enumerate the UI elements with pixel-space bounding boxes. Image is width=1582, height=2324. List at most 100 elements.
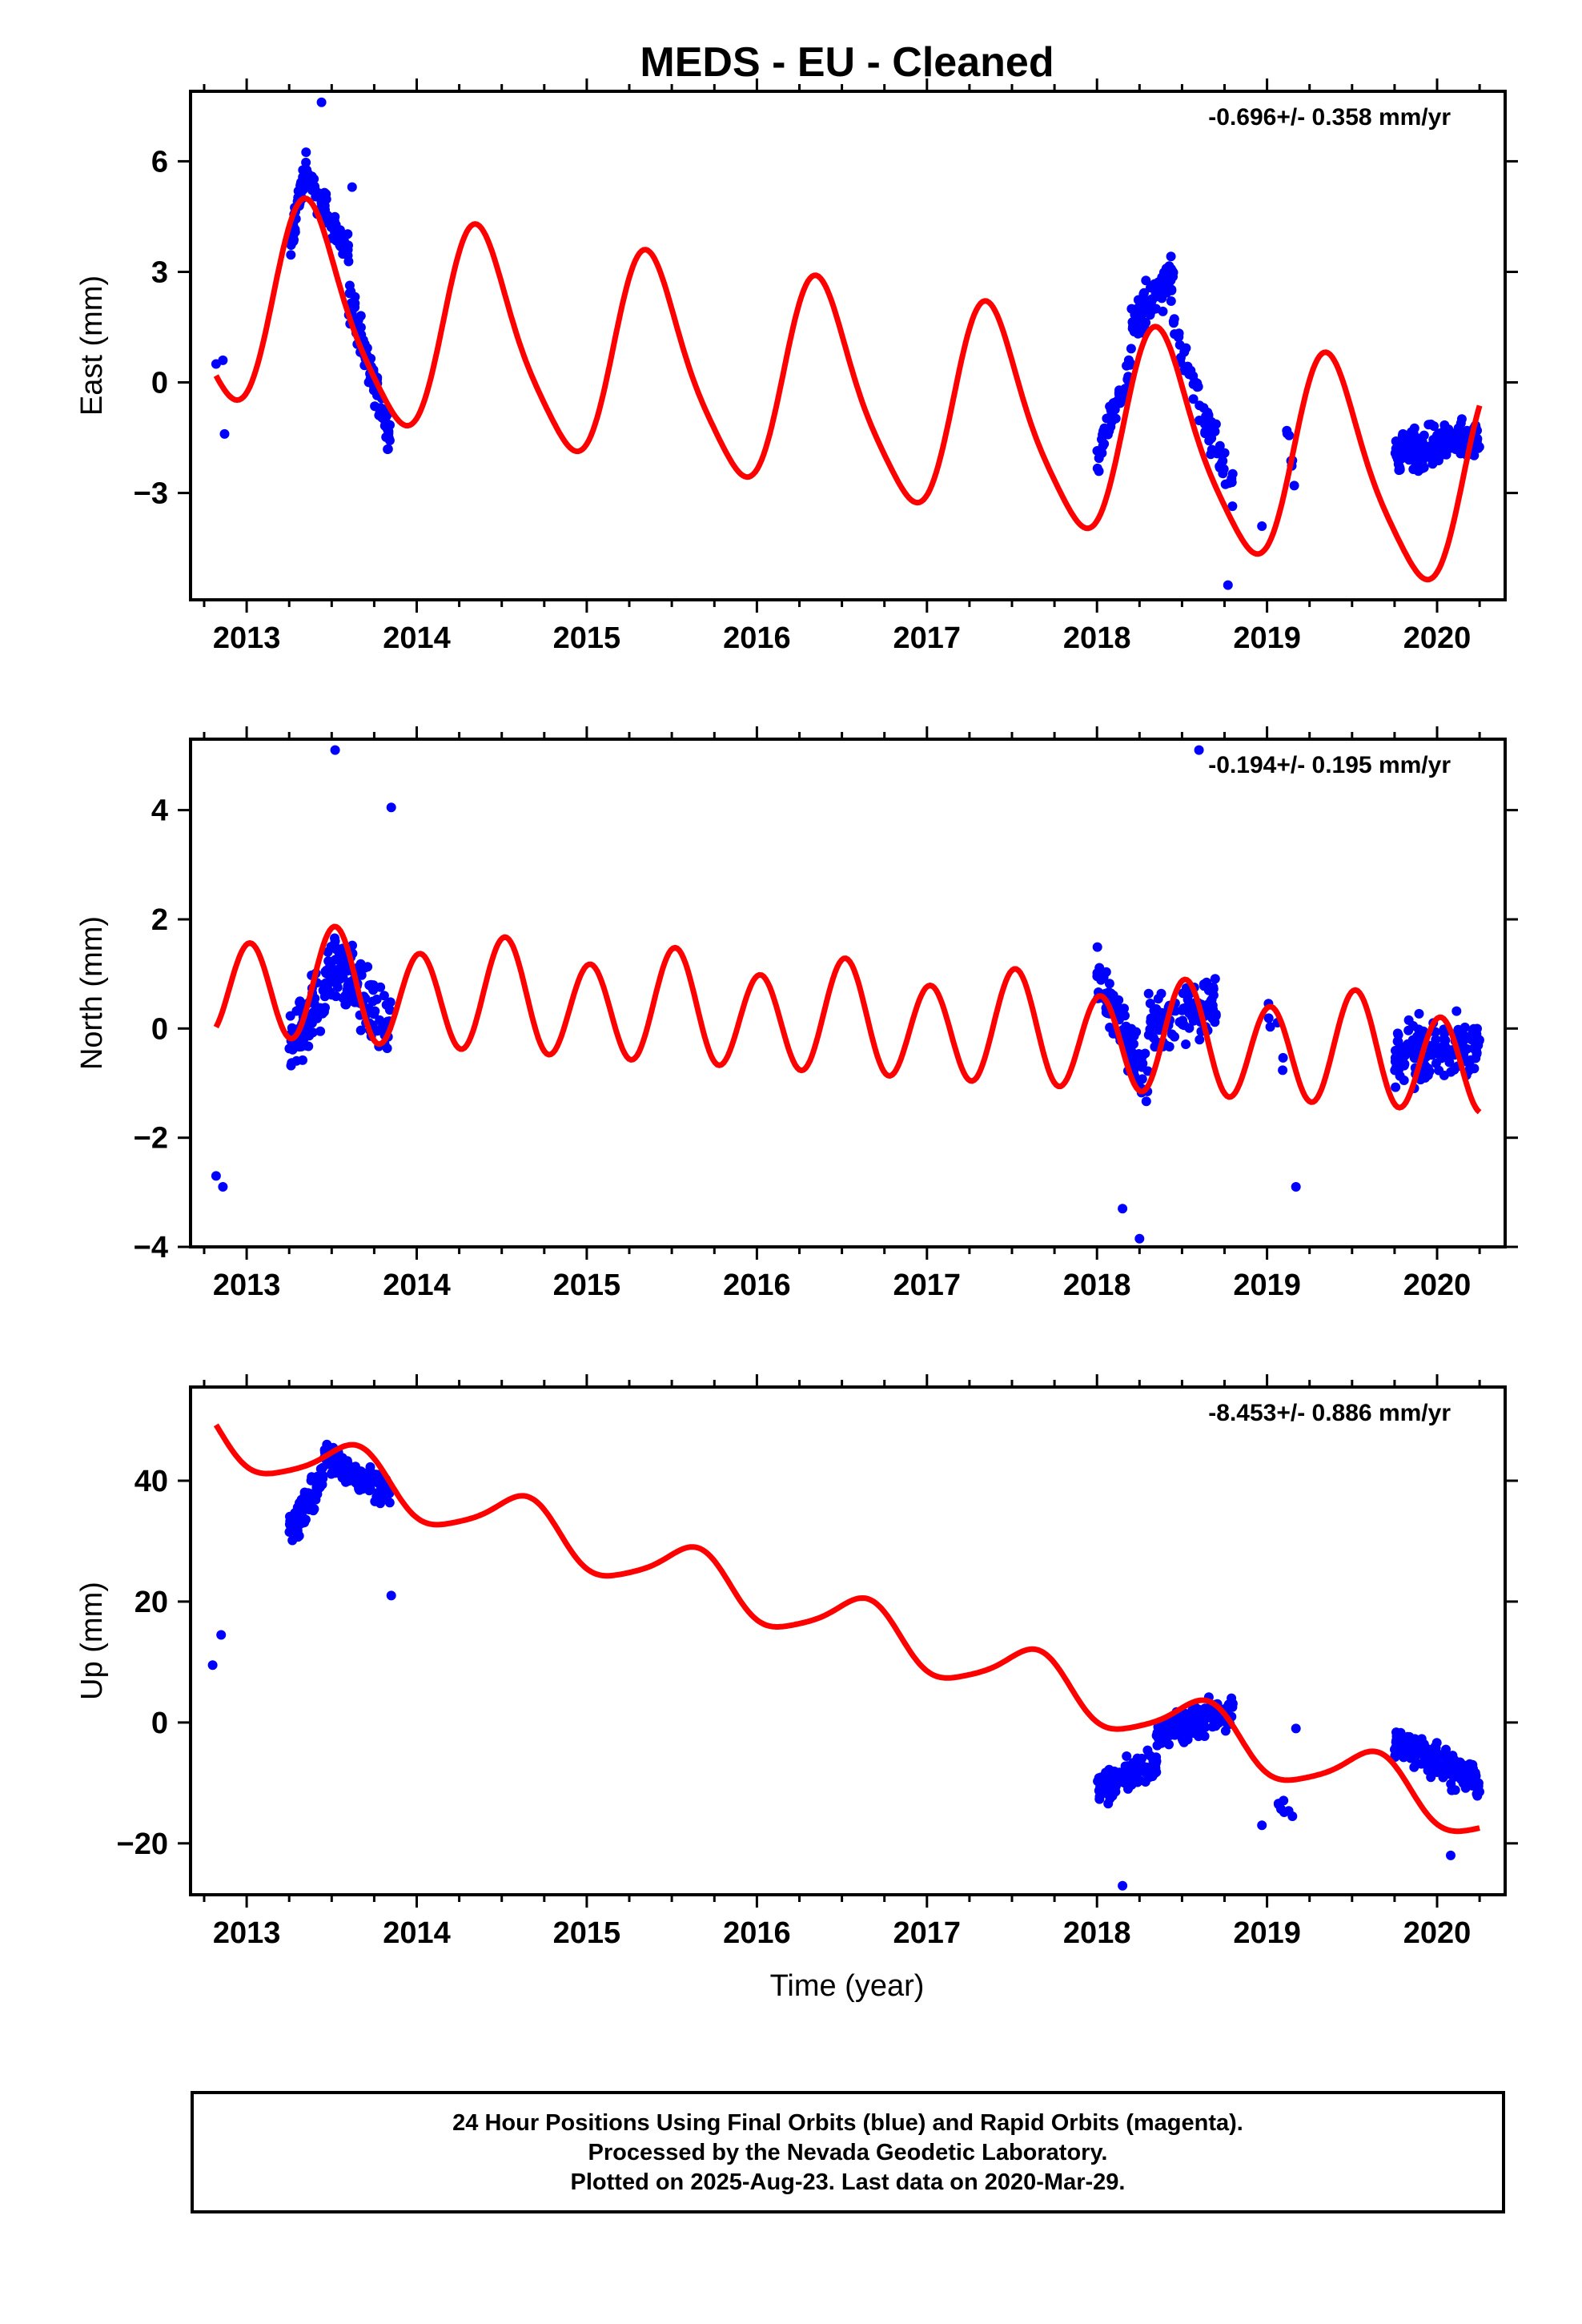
data-point: [1206, 449, 1216, 460]
data-point: [382, 1494, 392, 1504]
panel-3: 2013 2014 2015 2016 2017 2018 2019 2020 −20 0 20 40…: [75, 1374, 1518, 1950]
data-point: [1122, 1774, 1132, 1784]
data-point-outlier: [1118, 1880, 1128, 1891]
data-point: [286, 250, 296, 260]
data-point: [1414, 1749, 1424, 1759]
data-point: [1439, 434, 1449, 444]
data-point: [292, 1506, 303, 1516]
data-point-outlier: [330, 745, 340, 755]
data-point: [1166, 296, 1176, 306]
data-point: [1390, 1056, 1400, 1067]
data-point-outlier: [219, 428, 230, 439]
data-point-outlier: [386, 802, 396, 813]
data-points: [211, 97, 1484, 590]
x-tick-label: 2014: [383, 1269, 451, 1302]
data-point: [1118, 1024, 1128, 1035]
y-tick-label: 6: [151, 145, 168, 179]
data-point: [383, 444, 393, 454]
data-point: [1162, 287, 1172, 298]
data-point: [1455, 1027, 1465, 1038]
data-point: [331, 219, 341, 230]
data-point: [1186, 1717, 1196, 1727]
x-tick-label: 2017: [893, 1916, 962, 1950]
data-point: [1407, 1739, 1417, 1750]
caption-line-3: Plotted on 2025-Aug-23. Last data on 202…: [570, 2169, 1126, 2195]
data-point: [1227, 501, 1238, 512]
data-point: [1410, 1053, 1420, 1063]
data-point: [357, 1467, 367, 1478]
data-point: [1161, 270, 1171, 280]
data-point: [1137, 1753, 1147, 1763]
data-point: [1420, 1072, 1431, 1083]
data-point: [1191, 378, 1201, 388]
caption-box: 24 Hour Positions Using Final Orbits (bl…: [191, 2091, 1505, 2213]
data-points: [211, 745, 1484, 1244]
data-point: [1154, 1722, 1164, 1732]
data-point: [309, 1504, 319, 1514]
data-point-outlier: [1446, 1850, 1456, 1860]
data-point: [309, 174, 319, 184]
data-point: [1148, 1033, 1158, 1043]
x-tick-label: 2016: [723, 1269, 791, 1302]
data-point: [330, 211, 340, 222]
data-point: [1214, 1713, 1224, 1723]
data-point: [1148, 280, 1158, 291]
data-point-outlier: [1257, 521, 1267, 531]
data-point: [331, 968, 341, 979]
data-point: [1452, 1006, 1462, 1016]
data-point: [1433, 1763, 1443, 1774]
data-point: [1423, 1063, 1433, 1074]
data-point: [1095, 1785, 1106, 1795]
data-point: [1431, 1035, 1441, 1045]
data-point: [1104, 979, 1114, 989]
data-point: [1423, 420, 1434, 430]
data-point: [1460, 1767, 1470, 1778]
x-tick-label: 2013: [213, 1269, 281, 1302]
data-point: [1278, 1052, 1288, 1063]
data-point: [370, 1006, 380, 1016]
y-tick-label: −2: [134, 1122, 168, 1156]
data-point: [1186, 365, 1196, 376]
data-point: [1141, 275, 1151, 286]
data-point: [1169, 318, 1178, 328]
data-point: [1414, 1008, 1424, 1019]
data-point: [1407, 1035, 1418, 1045]
data-point-outlier: [218, 1182, 228, 1192]
y-tick-label: −3: [134, 477, 168, 511]
x-tick-label: 2013: [213, 1916, 281, 1950]
data-point: [379, 991, 389, 1001]
data-point: [1146, 294, 1157, 304]
data-point: [1422, 1758, 1431, 1768]
data-point: [1210, 426, 1220, 436]
data-point: [1431, 1738, 1442, 1748]
data-point: [1393, 1030, 1403, 1040]
data-point: [1210, 974, 1220, 984]
data-point: [368, 985, 379, 995]
data-point: [1166, 251, 1176, 262]
data-point: [1137, 1053, 1146, 1063]
data-point: [1102, 426, 1112, 436]
data-point: [1096, 971, 1106, 982]
data-point: [1194, 1704, 1204, 1715]
data-point: [1439, 1070, 1449, 1080]
data-point: [1220, 1726, 1231, 1736]
data-point: [1117, 388, 1127, 398]
data-point: [1446, 1767, 1456, 1777]
data-point: [333, 955, 343, 965]
data-point: [1227, 468, 1238, 479]
data-point: [1456, 414, 1467, 424]
data-point: [1391, 1731, 1402, 1742]
data-point: [303, 1488, 313, 1498]
data-point: [1106, 408, 1117, 419]
data-point: [1122, 1751, 1132, 1761]
panel-2: 2013 2014 2015 2016 2017 2018 2019 2020 −4 −2 0 2 4 N…: [75, 726, 1518, 1302]
data-point: [1206, 996, 1216, 1006]
y-tick-label: 0: [151, 1707, 168, 1740]
data-point: [1278, 1065, 1288, 1076]
data-point: [1204, 436, 1215, 446]
data-point: [315, 1482, 325, 1493]
data-point: [1224, 478, 1235, 489]
data-point: [1399, 1752, 1409, 1763]
data-point: [331, 943, 341, 954]
y-tick-label: 0: [151, 367, 168, 400]
